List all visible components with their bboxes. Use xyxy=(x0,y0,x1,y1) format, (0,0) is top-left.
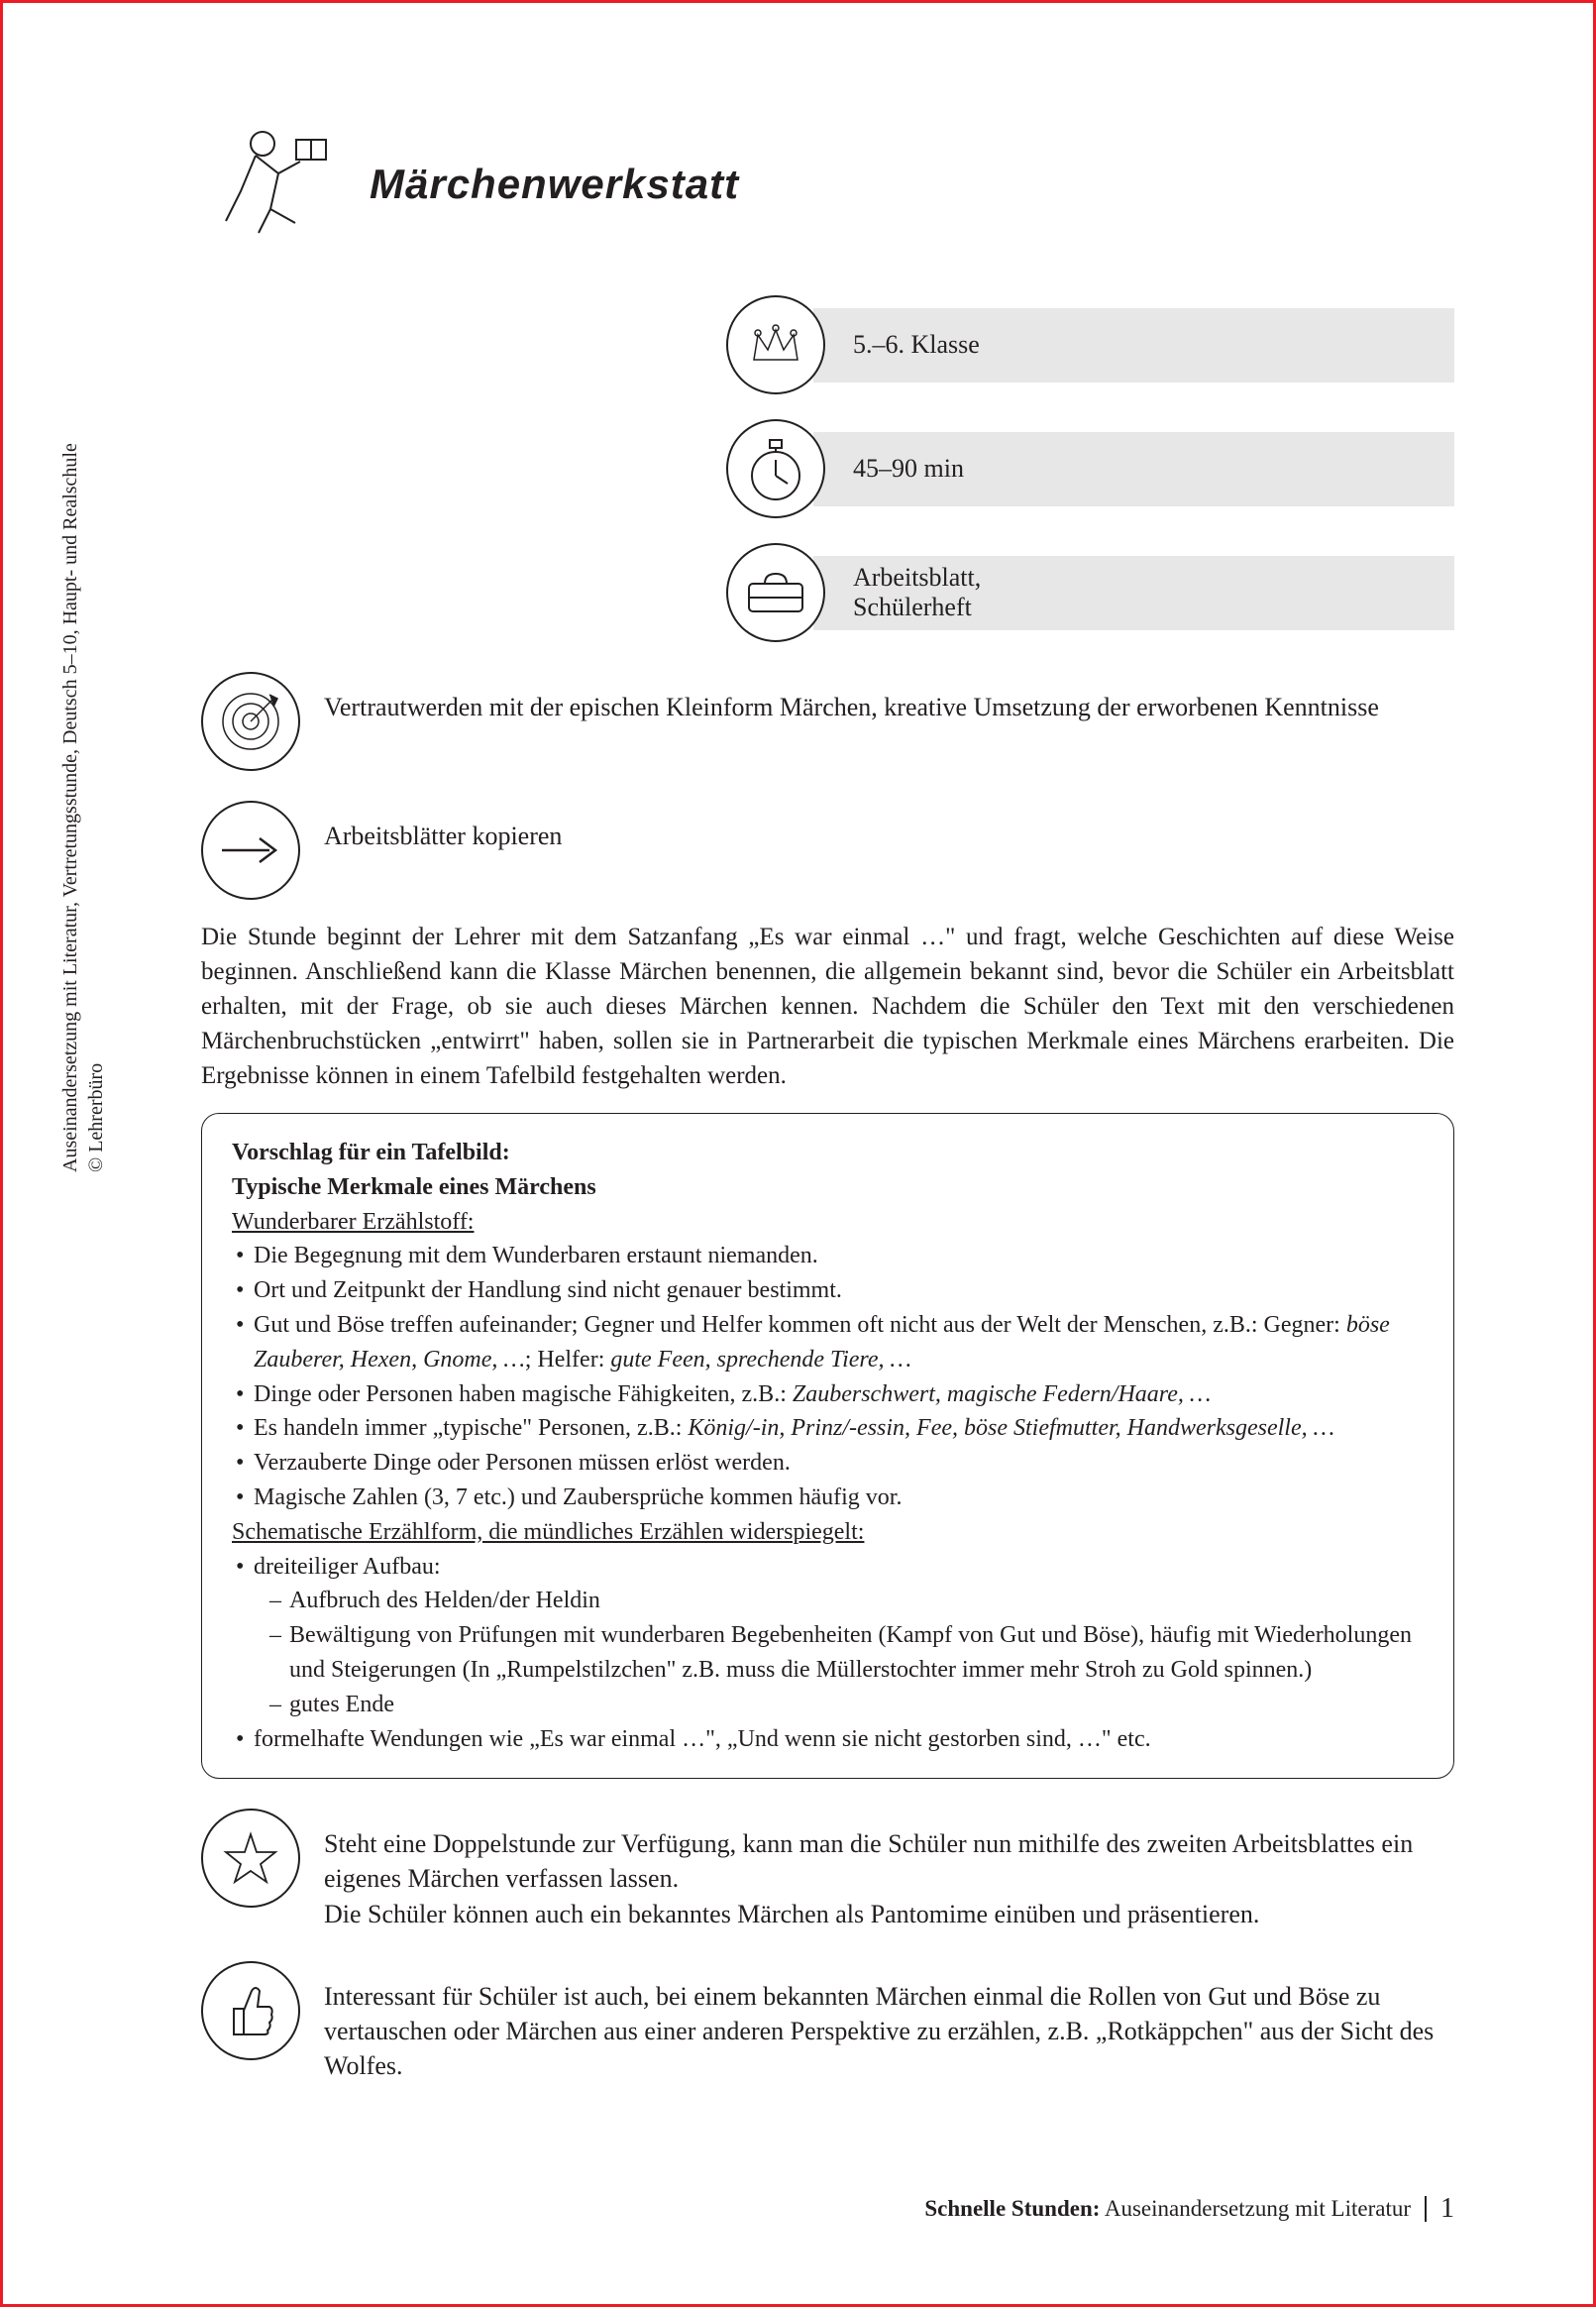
prep-text: Arbeitsblätter kopieren xyxy=(324,801,562,853)
worksheet-page: Märchenwerkstatt 5.–6. Klasse xyxy=(0,0,1596,2307)
meta-time-label: 45–90 min xyxy=(853,454,964,484)
meta-grade-label: 5.–6. Klasse xyxy=(853,330,980,360)
tafel-list3: formelhafte Wendungen wie „Es war einmal… xyxy=(232,1722,1424,1757)
tafel-bullet: Die Begegnung mit dem Wunderbaren erstau… xyxy=(232,1239,1424,1273)
side-credit: Auseinandersetzung mit Literatur, Vertre… xyxy=(57,280,109,1172)
star-icon xyxy=(201,1809,300,1908)
goal-row: Vertrautwerden mit der epischen Kleinfor… xyxy=(201,672,1454,771)
footer-separator xyxy=(1425,2196,1427,2222)
tafel-sub-item: Bewältigung von Prüfungen mit wunderbare… xyxy=(232,1618,1424,1688)
credit-line1: Auseinandersetzung mit Literatur, Vertre… xyxy=(59,443,81,1172)
extra-thumb-row: Interessant für Schüler ist auch, bei ei… xyxy=(201,1961,1454,2083)
crown-icon xyxy=(726,295,825,394)
page-title: Märchenwerkstatt xyxy=(370,161,739,208)
tafel-bullet: Ort und Zeitpunkt der Handlung sind nich… xyxy=(232,1273,1424,1308)
lesson-description: Die Stunde beginnt der Lehrer mit dem Sa… xyxy=(201,920,1454,1093)
tafel-heading1: Vorschlag für ein Tafelbild: xyxy=(232,1136,1424,1170)
page-header: Märchenwerkstatt xyxy=(201,122,1454,246)
footer-series: Schnelle Stunden: xyxy=(924,2196,1100,2221)
tafel-list1: Die Begegnung mit dem Wunderbaren erstau… xyxy=(232,1239,1424,1514)
tafelbild-box: Vorschlag für ein Tafelbild: Typische Me… xyxy=(201,1113,1454,1779)
stopwatch-icon xyxy=(726,419,825,518)
tafel-sub-item: Aufbruch des Helden/der Heldin xyxy=(232,1584,1424,1618)
tafel-sub-item: gutes Ende xyxy=(232,1688,1424,1722)
meta-materials-label: Arbeitsblatt, Schülerheft xyxy=(853,563,981,622)
extra-thumb-text: Interessant für Schüler ist auch, bei ei… xyxy=(324,1961,1454,2083)
arrow-icon xyxy=(201,801,300,900)
tafel-sub2: Schematische Erzählform, die mündliches … xyxy=(232,1515,1424,1550)
page-number: 1 xyxy=(1440,2193,1454,2225)
page-footer: Schnelle Stunden: Auseinandersetzung mit… xyxy=(924,2193,1454,2225)
credit-line2: © Lehrerbüro xyxy=(85,1063,107,1172)
briefcase-icon xyxy=(726,543,825,642)
tafel-drei: dreiteiliger Aufbau: xyxy=(232,1550,1424,1585)
tafel-bullet: Gut und Böse treffen aufeinander; Gegner… xyxy=(232,1308,1424,1377)
tafel-bullet: Dinge oder Personen haben magische Fähig… xyxy=(232,1377,1424,1412)
tafel-heading2: Typische Merkmale eines Märchens xyxy=(232,1170,1424,1205)
tafel-bullet: Verzauberte Dinge oder Personen müssen e… xyxy=(232,1446,1424,1481)
meta-materials: Arbeitsblatt, Schülerheft xyxy=(726,543,1454,642)
meta-time: 45–90 min xyxy=(726,419,1454,518)
tafel-formel: formelhafte Wendungen wie „Es war einmal… xyxy=(232,1722,1424,1757)
tafel-list2: dreiteiliger Aufbau: xyxy=(232,1550,1424,1585)
meta-grade: 5.–6. Klasse xyxy=(726,295,1454,394)
goal-text: Vertrautwerden mit der epischen Kleinfor… xyxy=(324,672,1379,724)
extra-star-row: Steht eine Doppelstunde zur Verfügung, k… xyxy=(201,1809,1454,1930)
tafel-sub1: Wunderbarer Erzählstoff: xyxy=(232,1205,1424,1240)
tafel-bullet: Es handeln immer „typische" Personen, z.… xyxy=(232,1411,1424,1446)
tafel-bullet: Magische Zahlen (3, 7 etc.) und Zaubersp… xyxy=(232,1481,1424,1515)
target-icon xyxy=(201,672,300,771)
footer-subtitle: Auseinandersetzung mit Literatur xyxy=(1105,2196,1411,2221)
running-reader-icon xyxy=(201,122,340,246)
extra-star-text: Steht eine Doppelstunde zur Verfügung, k… xyxy=(324,1809,1454,1930)
prep-row: Arbeitsblätter kopieren xyxy=(201,801,1454,900)
thumbs-up-icon xyxy=(201,1961,300,2060)
